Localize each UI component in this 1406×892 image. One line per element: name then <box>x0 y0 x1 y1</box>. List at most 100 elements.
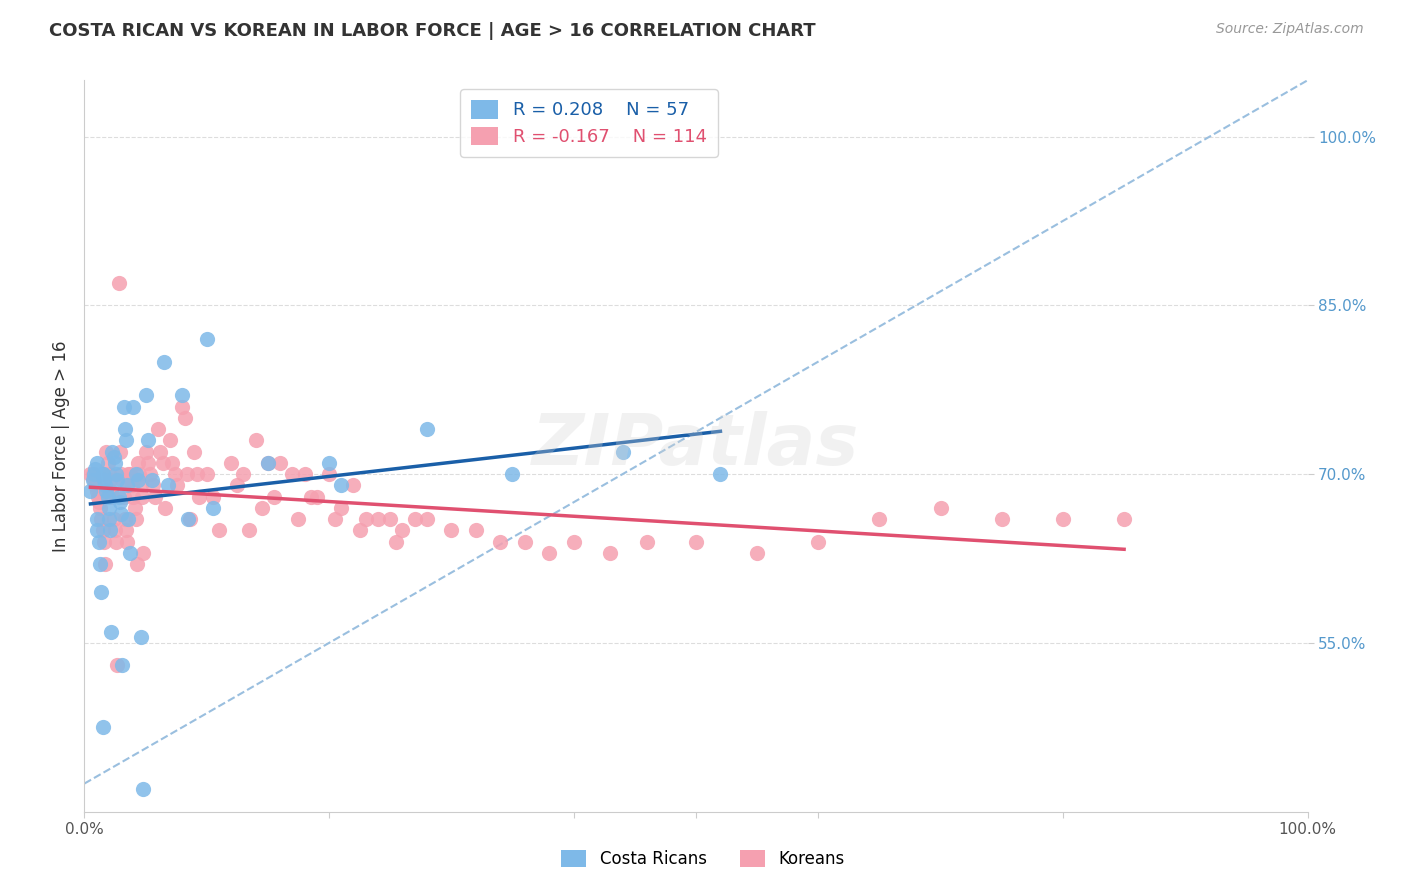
Point <box>79 483 101 498</box>
Point <box>172 400 194 414</box>
Point <box>83 473 105 487</box>
Point <box>91 524 114 538</box>
Y-axis label: In Labor Force | Age > 16: In Labor Force | Age > 16 <box>52 340 70 552</box>
Point <box>115 434 138 448</box>
Point <box>111 473 134 487</box>
Point <box>87 490 110 504</box>
Text: Source: ZipAtlas.com: Source: ZipAtlas.com <box>1216 22 1364 37</box>
Point <box>1052 512 1074 526</box>
Point <box>98 473 121 487</box>
Point <box>149 444 172 458</box>
Point <box>97 467 120 482</box>
Point <box>173 410 195 425</box>
Point <box>195 467 218 482</box>
Point <box>114 422 136 436</box>
Point <box>183 444 205 458</box>
Point <box>201 490 224 504</box>
Point <box>86 524 108 538</box>
Point <box>305 490 328 504</box>
Point <box>330 500 353 515</box>
Point <box>110 467 132 482</box>
Point <box>100 483 122 498</box>
Point <box>121 478 143 492</box>
Point <box>807 534 830 549</box>
Point <box>86 483 108 498</box>
Point <box>146 422 169 436</box>
Point <box>107 276 129 290</box>
Point <box>172 388 194 402</box>
Point <box>132 782 155 797</box>
Point <box>176 467 198 482</box>
Point <box>87 534 110 549</box>
Point <box>100 624 122 639</box>
Point <box>97 512 120 526</box>
Point <box>162 456 184 470</box>
Point <box>404 512 426 526</box>
Point <box>238 524 260 538</box>
Point <box>97 456 120 470</box>
Legend: R = 0.208    N = 57, R = -0.167    N = 114: R = 0.208 N = 57, R = -0.167 N = 114 <box>460 89 717 157</box>
Text: ZIPatlas: ZIPatlas <box>533 411 859 481</box>
Point <box>117 467 139 482</box>
Point <box>135 444 157 458</box>
Point <box>281 467 304 482</box>
Point <box>105 467 128 482</box>
Point <box>103 512 125 526</box>
Point <box>269 456 291 470</box>
Point <box>93 534 115 549</box>
Point <box>79 467 101 482</box>
Point <box>391 524 413 538</box>
Point <box>929 500 952 515</box>
Point <box>105 658 128 673</box>
Point <box>118 546 141 560</box>
Point <box>111 658 134 673</box>
Point <box>127 473 149 487</box>
Point <box>342 478 364 492</box>
Point <box>129 478 152 492</box>
Text: COSTA RICAN VS KOREAN IN LABOR FORCE | AGE > 16 CORRELATION CHART: COSTA RICAN VS KOREAN IN LABOR FORCE | A… <box>49 22 815 40</box>
Point <box>232 467 254 482</box>
Point <box>83 467 105 482</box>
Point <box>135 388 157 402</box>
Point <box>299 490 322 504</box>
Point <box>195 332 218 346</box>
Point <box>112 490 135 504</box>
Point <box>89 500 111 515</box>
Point <box>105 534 128 549</box>
Point <box>132 546 155 560</box>
Point <box>318 456 340 470</box>
Point <box>219 456 242 470</box>
Point <box>117 512 139 526</box>
Point <box>354 512 377 526</box>
Point <box>287 512 309 526</box>
Point <box>464 524 486 538</box>
Point <box>385 534 408 549</box>
Point <box>96 483 118 498</box>
Point <box>186 467 208 482</box>
Point <box>349 524 371 538</box>
Point <box>97 490 120 504</box>
Point <box>136 456 159 470</box>
Point <box>125 557 148 571</box>
Point <box>501 467 523 482</box>
Point <box>115 524 138 538</box>
Point <box>179 512 201 526</box>
Point <box>82 467 104 482</box>
Point <box>91 467 114 482</box>
Point <box>612 444 634 458</box>
Point <box>380 512 402 526</box>
Point <box>82 473 104 487</box>
Point <box>108 495 131 509</box>
Point <box>139 467 162 482</box>
Point <box>120 473 142 487</box>
Point <box>250 500 273 515</box>
Point <box>93 473 115 487</box>
Point <box>142 478 165 492</box>
Point <box>245 434 267 448</box>
Point <box>97 500 120 515</box>
Point <box>513 534 536 549</box>
Point <box>141 473 163 487</box>
Point <box>294 467 316 482</box>
Point <box>367 512 389 526</box>
Point <box>257 456 280 470</box>
